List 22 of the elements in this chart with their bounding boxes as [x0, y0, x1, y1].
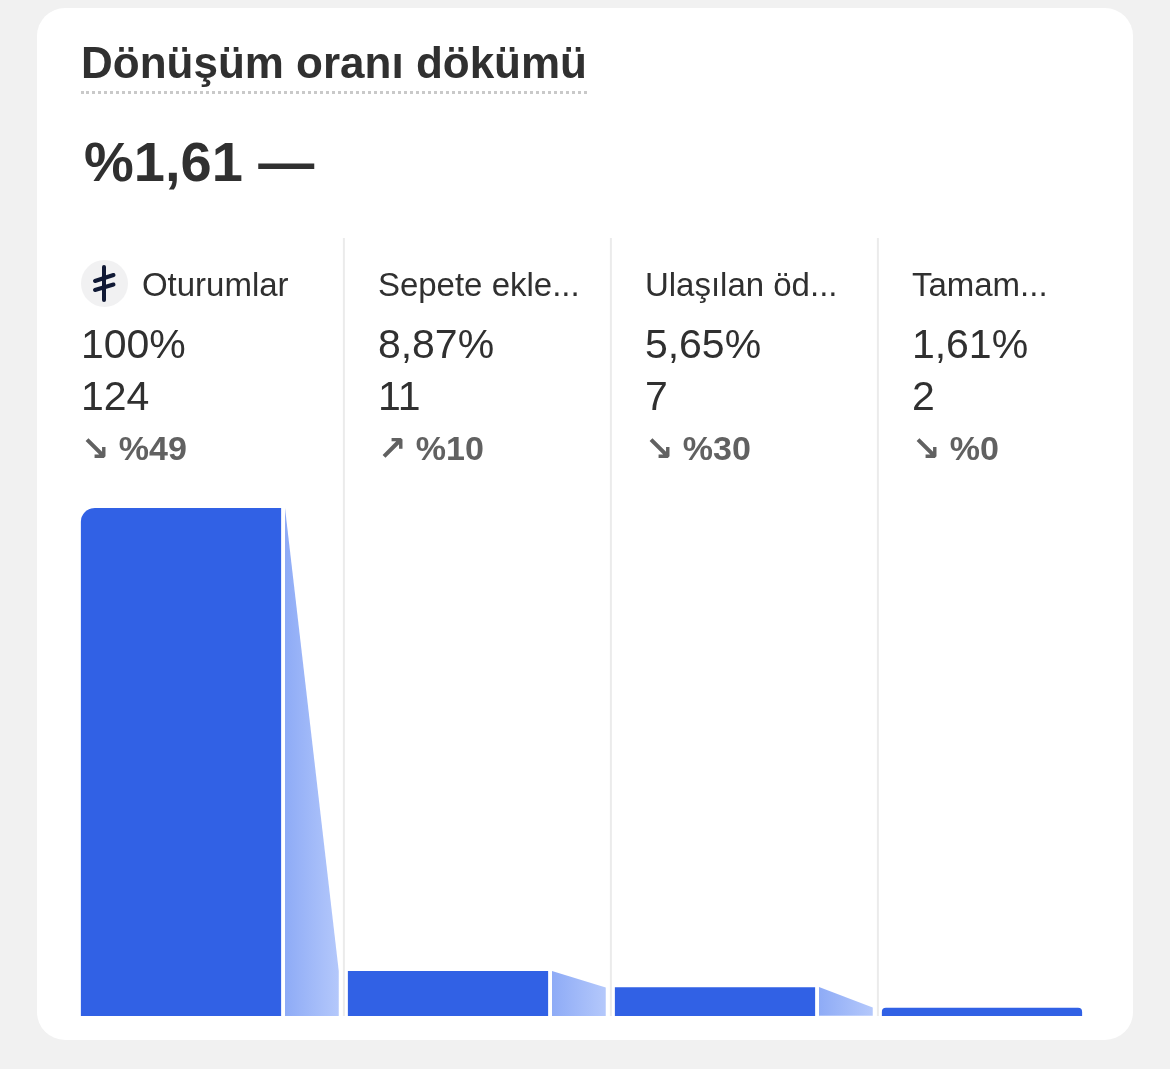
bar: [80, 508, 282, 1016]
data-label: 11: [377, 373, 421, 419]
x-tick-label: Oturumlar: [141, 266, 289, 303]
data-label: 124: [80, 373, 150, 419]
bar: [881, 1007, 1083, 1016]
text: 100%: [80, 321, 186, 367]
text: 1,61%: [911, 321, 1029, 367]
text: ↘ %0: [911, 429, 999, 467]
bar: [614, 987, 816, 1016]
chart-title: Dönüşüm oranı dökümü: [81, 38, 587, 94]
text: ↘ %49: [80, 429, 187, 467]
x-tick-label: Ulaşılan öd...: [644, 266, 838, 303]
text: 8,87%: [377, 321, 495, 367]
text: ↘ %30: [644, 429, 751, 467]
chart-subtitle: %1,61 —: [84, 130, 315, 193]
data-label: 2: [911, 373, 935, 419]
x-tick-label: Sepete ekle...: [377, 266, 580, 303]
data-label: 7: [644, 373, 668, 419]
text: ↗ %10: [377, 429, 484, 467]
x-tick-label: Tamam...: [911, 266, 1048, 303]
bar: [347, 970, 549, 1016]
text: 5,65%: [644, 321, 762, 367]
